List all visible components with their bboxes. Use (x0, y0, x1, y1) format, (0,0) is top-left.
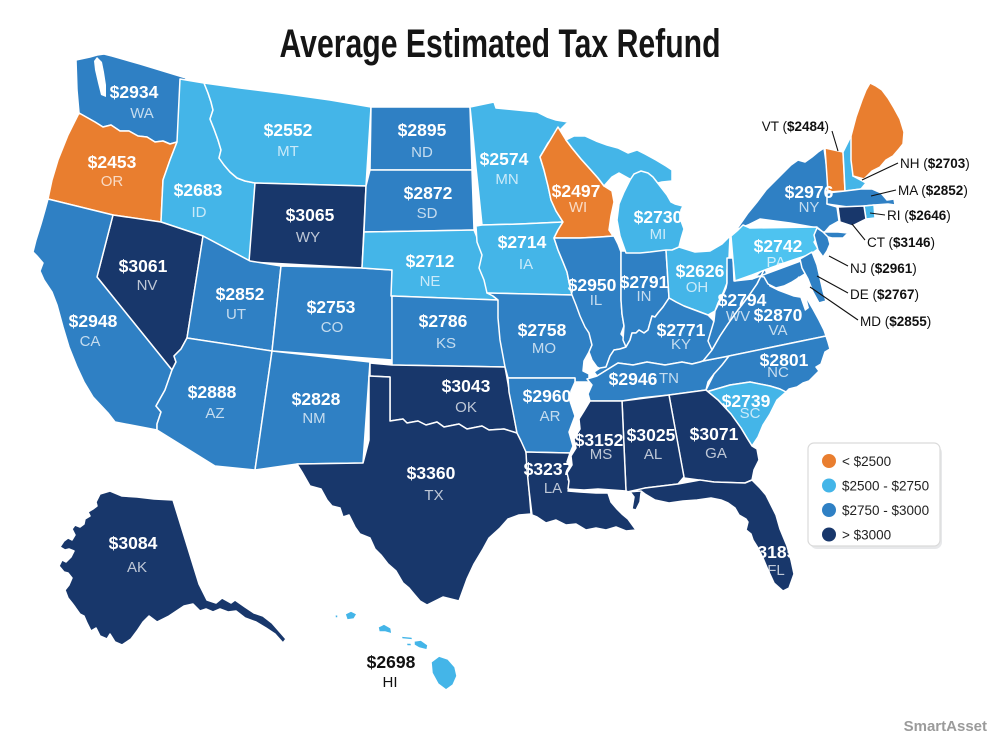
svg-text:$3237: $3237 (524, 459, 573, 479)
svg-text:$3043: $3043 (442, 376, 491, 396)
svg-text:$2712: $2712 (406, 251, 455, 271)
svg-text:NC: NC (767, 364, 789, 381)
svg-text:$2888: $2888 (188, 382, 237, 402)
svg-text:RI ($2646): RI ($2646) (887, 208, 951, 223)
svg-text:OK: OK (455, 399, 477, 416)
svg-text:$2698: $2698 (367, 652, 416, 672)
svg-text:> $3000: > $3000 (842, 528, 891, 543)
svg-text:MI: MI (650, 226, 667, 243)
svg-text:< $2500: < $2500 (842, 454, 891, 469)
svg-text:AK: AK (127, 559, 147, 576)
svg-text:CT ($3146): CT ($3146) (867, 235, 935, 250)
svg-text:$2750 - $3000: $2750 - $3000 (842, 503, 929, 518)
svg-text:SmartAsset: SmartAsset (904, 718, 987, 735)
svg-text:OH: OH (686, 279, 709, 296)
svg-text:$3185: $3185 (748, 542, 797, 562)
svg-text:$2626: $2626 (676, 261, 725, 281)
svg-text:GA: GA (705, 445, 727, 462)
svg-text:$3061: $3061 (119, 256, 168, 276)
svg-text:$2934: $2934 (110, 82, 159, 102)
svg-text:$2791: $2791 (620, 272, 669, 292)
svg-text:SC: SC (740, 405, 761, 422)
svg-text:$2946: $2946 (609, 369, 658, 389)
svg-text:OR: OR (101, 173, 124, 190)
svg-text:$2739: $2739 (722, 391, 771, 411)
svg-text:$2794: $2794 (718, 290, 767, 310)
svg-text:$2758: $2758 (518, 320, 567, 340)
svg-text:KS: KS (436, 335, 456, 352)
svg-text:$2960: $2960 (523, 386, 572, 406)
svg-text:LA: LA (544, 480, 562, 497)
svg-text:SD: SD (417, 205, 438, 222)
svg-text:$3071: $3071 (690, 424, 739, 444)
svg-text:CO: CO (321, 319, 344, 336)
svg-text:MD ($2855): MD ($2855) (860, 314, 931, 329)
svg-text:Average Estimated Tax Refund: Average Estimated Tax Refund (280, 22, 721, 66)
svg-text:$2976: $2976 (785, 182, 834, 202)
svg-text:NM: NM (302, 410, 325, 427)
svg-text:$2828: $2828 (292, 389, 341, 409)
svg-text:VA: VA (769, 322, 788, 339)
svg-text:$2948: $2948 (69, 311, 118, 331)
svg-text:$2574: $2574 (480, 149, 529, 169)
svg-text:$2870: $2870 (754, 305, 803, 325)
svg-text:$2497: $2497 (552, 181, 601, 201)
svg-text:ND: ND (411, 144, 433, 161)
svg-text:$2683: $2683 (174, 180, 223, 200)
svg-text:MO: MO (532, 340, 556, 357)
svg-text:IL: IL (590, 292, 603, 309)
svg-text:$2742: $2742 (754, 236, 803, 256)
svg-text:TN: TN (659, 370, 679, 387)
svg-text:WI: WI (569, 199, 587, 216)
svg-text:WY: WY (296, 229, 320, 246)
svg-text:$2872: $2872 (404, 183, 453, 203)
svg-text:$2771: $2771 (657, 320, 706, 340)
svg-text:UT: UT (226, 306, 246, 323)
svg-text:MS: MS (590, 446, 613, 463)
svg-text:$2730: $2730 (634, 207, 683, 227)
svg-text:MN: MN (495, 171, 518, 188)
svg-text:$2895: $2895 (398, 120, 447, 140)
svg-text:$2552: $2552 (264, 120, 313, 140)
svg-text:$2852: $2852 (216, 284, 265, 304)
svg-text:$2500 - $2750: $2500 - $2750 (842, 479, 929, 494)
svg-text:$3065: $3065 (286, 205, 335, 225)
svg-text:FL: FL (767, 562, 785, 579)
svg-text:AZ: AZ (205, 405, 224, 422)
svg-text:MT: MT (277, 143, 299, 160)
svg-text:$3025: $3025 (627, 425, 676, 445)
svg-text:IA: IA (519, 256, 533, 273)
svg-text:$2714: $2714 (498, 232, 547, 252)
svg-text:NJ ($2961): NJ ($2961) (850, 261, 917, 276)
svg-text:WV: WV (726, 308, 750, 325)
svg-text:$3084: $3084 (109, 533, 158, 553)
svg-text:$2801: $2801 (760, 350, 809, 370)
svg-text:HI: HI (383, 674, 398, 691)
svg-text:WA: WA (130, 105, 154, 122)
svg-text:AL: AL (644, 446, 662, 463)
svg-text:DE ($2767): DE ($2767) (850, 287, 919, 302)
svg-text:MA ($2852): MA ($2852) (898, 183, 968, 198)
svg-text:$3152: $3152 (575, 430, 624, 450)
svg-text:$2453: $2453 (88, 152, 137, 172)
svg-text:TX: TX (424, 487, 443, 504)
svg-text:ID: ID (192, 204, 207, 221)
svg-text:IN: IN (637, 288, 652, 305)
svg-text:NE: NE (420, 273, 441, 290)
svg-text:PA: PA (767, 254, 786, 271)
svg-text:NV: NV (137, 277, 158, 294)
svg-text:AR: AR (540, 408, 561, 425)
svg-text:NY: NY (799, 199, 820, 216)
svg-text:$2753: $2753 (307, 297, 356, 317)
svg-text:KY: KY (671, 336, 691, 353)
svg-text:NH ($2703): NH ($2703) (900, 156, 970, 171)
svg-text:CA: CA (80, 333, 101, 350)
svg-text:$2950: $2950 (568, 275, 617, 295)
svg-text:VT ($2484): VT ($2484) (762, 119, 829, 134)
svg-text:$2786: $2786 (419, 311, 468, 331)
svg-text:$3360: $3360 (407, 463, 456, 483)
